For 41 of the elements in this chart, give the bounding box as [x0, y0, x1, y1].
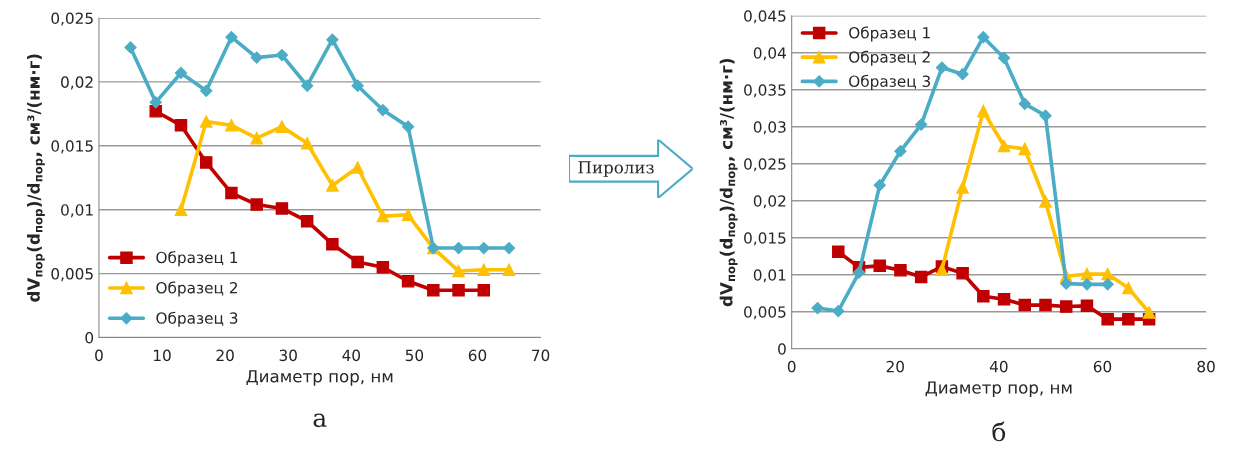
y-tick-label: 0,01 [753, 269, 786, 283]
x-tick-label: 70 [532, 349, 550, 362]
x-tick-label: 60 [1093, 360, 1112, 373]
x-tick-label: 50 [405, 349, 424, 362]
text: Пиролиз [578, 161, 654, 177]
y-tick-label: 0,035 [744, 84, 786, 98]
x-tick-label: 0 [95, 349, 103, 362]
y-tick-label: 0,04 [753, 47, 786, 61]
x-tick-label: 60 [468, 349, 487, 362]
y-tick-label: 0,015 [51, 140, 93, 154]
x-tick-label: 30 [279, 349, 297, 362]
text: а [313, 413, 327, 428]
y-axis-title: dV$_{пор}$(d$_{пор}$)/d$_{пор}$, см³/(нм·г) [26, 54, 45, 302]
y-tick-label: 0,045 [744, 10, 786, 24]
y-tick-label: 0,02 [61, 76, 93, 90]
x-tick-label: 40 [989, 360, 1008, 373]
x-axis-title: Диаметр пор, нм [246, 370, 393, 386]
y-tick-label: 0,025 [744, 158, 786, 172]
y-tick-label: 0,03 [753, 121, 786, 135]
legend-label: Образец 1 [156, 251, 238, 267]
x-tick-label: 20 [216, 349, 234, 362]
y-axis-title: dV$_{пор}$(d$_{пор}$)/d$_{пор}$, см³/(нм·г) [719, 58, 738, 307]
y-tick-label: 0,015 [744, 232, 786, 246]
x-tick-label: 20 [886, 360, 904, 373]
x-tick-label: 80 [1197, 360, 1215, 373]
y-tick-label: 0,025 [51, 12, 93, 26]
legend-label: Образец 2 [849, 50, 930, 66]
x-tick-label: 40 [342, 349, 361, 362]
x-tick-label: 10 [154, 349, 171, 362]
legend-label: Образец 2 [156, 281, 237, 297]
y-tick-label: 0,01 [61, 204, 93, 218]
x-axis-title: Диаметр пор, нм [925, 381, 1072, 398]
x-tick-label: 0 [787, 360, 796, 373]
legend-label: Образец 3 [849, 74, 930, 90]
y-tick-label: 0,005 [744, 306, 786, 320]
y-tick-label: 0,005 [51, 268, 93, 282]
y-tick-label: 0 [85, 331, 94, 344]
legend-label: Образец 3 [156, 311, 238, 327]
y-tick-label: 0,02 [753, 195, 786, 209]
legend-label: Образец 1 [849, 26, 930, 42]
text: б [992, 421, 1006, 442]
